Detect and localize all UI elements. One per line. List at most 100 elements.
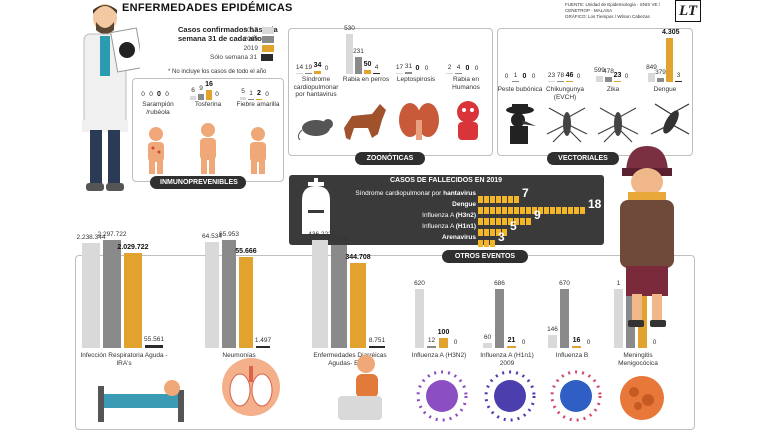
- otros-bar-1-3: [256, 345, 270, 348]
- otros-bar-1-1: [222, 240, 236, 348]
- vector-value-1-1: 78: [556, 71, 565, 79]
- otros-value-2-2: 344.708: [345, 253, 371, 261]
- inmuno-bar-2-2: [256, 98, 262, 100]
- plague-doctor-icon: [506, 104, 536, 144]
- fallecidos-bar-segment: [538, 207, 543, 214]
- legend-title: Casos confirmados hasta la semana 31 de …: [178, 25, 278, 43]
- child-icon-3: [250, 127, 266, 174]
- otros-value-4-0: 60: [483, 333, 492, 341]
- otros-bar-5-2: [572, 346, 581, 348]
- otros-bar-2-1: [331, 244, 347, 348]
- rat-icon: [297, 119, 333, 140]
- fallecidos-title: CASOS DE FALLECIDOS EN 2019: [390, 177, 503, 184]
- vector-value-1-0: 23: [547, 71, 556, 79]
- otros-bar-4-2: [507, 346, 516, 348]
- vector-label-1: Chikungunya (EVCH): [546, 86, 584, 101]
- zoono-label-2: Leptospirosis: [396, 76, 436, 83]
- virus-icon-h1n1: [484, 370, 536, 422]
- inmuno-value-1-2: 16: [205, 81, 213, 88]
- graphic-credit: GRÁFICO: Los Tiempos / Wilson Cabezas: [565, 14, 650, 19]
- otros-value-6-3: 0: [652, 339, 657, 346]
- fallecidos-bar-segment: [484, 218, 489, 225]
- vector-bar-3-1: [657, 78, 664, 82]
- otros-bar-3-2: [439, 338, 448, 348]
- fallecidos-bar-segment: [526, 207, 531, 214]
- otros-label-2: Enfermedades Diarréicas Agudas- EDA's: [313, 352, 387, 367]
- fallecidos-value-0: 7: [522, 186, 529, 200]
- inmuno-value-2-1: 1: [249, 89, 253, 97]
- vector-value-0-2: 0: [522, 73, 527, 80]
- fallecidos-row-text: Influenza A: [422, 223, 456, 230]
- fallecidos-bar-segment: [502, 229, 507, 236]
- zoono-bar-1-2: [364, 70, 371, 74]
- fallecidos-bar-segment: [490, 229, 495, 236]
- zoono-value-3-0: 2: [447, 63, 452, 71]
- fallecidos-row-label-4: Arenavirus: [300, 234, 476, 241]
- legend: 2017 2018 2019: [240, 26, 274, 53]
- bacteria-icon-meningitis: [620, 376, 664, 420]
- inmuno-value-0-2: 0: [157, 91, 161, 98]
- vector-label-3: Dengue: [653, 86, 677, 93]
- fallecidos-bar-segment: [514, 218, 519, 225]
- vector-value-2-2: 23: [613, 71, 622, 79]
- zoono-value-3-3: 0: [474, 65, 479, 72]
- otros-value-2-1: 417.061: [327, 235, 351, 243]
- zoono-value-3-2: 0: [465, 65, 470, 72]
- otros-value-5-3: 0: [586, 339, 591, 346]
- vector-bar-2-2: [614, 80, 621, 82]
- zoono-value-2-3: 0: [424, 65, 429, 72]
- otros-bar-0-0: [82, 242, 100, 348]
- otros-value-0-1: 2.297.722: [97, 231, 127, 238]
- fallecidos-bar-segment: [496, 196, 501, 203]
- child-icon-2: [200, 123, 216, 174]
- zoono-label-3: Rabia en Humanos: [452, 76, 480, 91]
- otros-bar-5-1: [560, 288, 569, 348]
- vector-value-0-3: 0: [531, 73, 536, 80]
- vector-value-2-1: 478: [603, 68, 614, 76]
- vector-bar-3-3: [675, 80, 682, 82]
- otros-bar-3-1: [427, 346, 436, 348]
- otros-bar-6-1: [626, 288, 635, 348]
- zoono-value-0-3: 0: [324, 65, 329, 72]
- vector-value-2-3: 0: [624, 73, 629, 80]
- rabid-human-icon: [457, 101, 479, 140]
- fallecidos-row-label-1: Dengue: [300, 201, 476, 208]
- inmuno-bar-2-0: [240, 96, 246, 100]
- fallecidos-row-bold: Dengue: [452, 201, 476, 208]
- otros-bar-3-0: [415, 288, 424, 348]
- zoono-bar-1-3: [373, 72, 380, 74]
- fallecidos-bar-segment: [520, 218, 525, 225]
- otros-bar-2-2: [350, 262, 366, 348]
- zoono-value-1-1: 231: [353, 47, 364, 55]
- zoono-value-0-0: 14: [295, 63, 304, 71]
- zoono-bar-0-2: [314, 71, 321, 74]
- otros-value-5-0: 146: [547, 326, 558, 334]
- fallecidos-value-2: 9: [534, 208, 541, 222]
- doctor-illustration: [82, 4, 140, 191]
- zoono-value-1-2: 50: [363, 61, 372, 69]
- source-note: FUENTE: Unidad de Epidemiología · SNIS V…: [565, 2, 665, 20]
- otros-value-1-3: 1.497: [254, 336, 272, 344]
- fallecidos-bar-segment: [484, 196, 489, 203]
- zoono-bar-0-1: [305, 72, 312, 74]
- zoono-value-2-1: 31: [404, 62, 413, 70]
- fallecidos-bar-4: [478, 234, 496, 252]
- brand-logo: LT: [675, 0, 701, 22]
- fallecidos-bar-2: [478, 212, 532, 230]
- otros-value-3-3: 0: [453, 339, 458, 346]
- fallecidos-row-label-0: Síndrome cardiopulmonar por hantavirus: [300, 190, 476, 197]
- fallecidos-bar-1: [478, 201, 586, 219]
- fallecidos-bar-segment: [502, 218, 507, 225]
- fallecidos-bar-segment: [478, 218, 483, 225]
- inmuno-value-2-3: 0: [265, 91, 269, 98]
- aedes-mosquito-icon: [650, 103, 690, 135]
- zoono-bar-0-0: [296, 72, 303, 74]
- otros-value-3-0: 620: [414, 279, 425, 287]
- otros-value-2-0: 436.222: [308, 231, 332, 238]
- otros-label-5: Influenza B: [555, 352, 589, 359]
- fallecidos-bar-segment: [508, 207, 513, 214]
- inmuno-label-1: Tosferina: [194, 101, 222, 108]
- otros-bar-0-3: [145, 345, 163, 348]
- fallecidos-bar-segment: [484, 240, 489, 247]
- zoono-label-0: Síndrome cardiopulmonar por hantavirus: [293, 76, 339, 98]
